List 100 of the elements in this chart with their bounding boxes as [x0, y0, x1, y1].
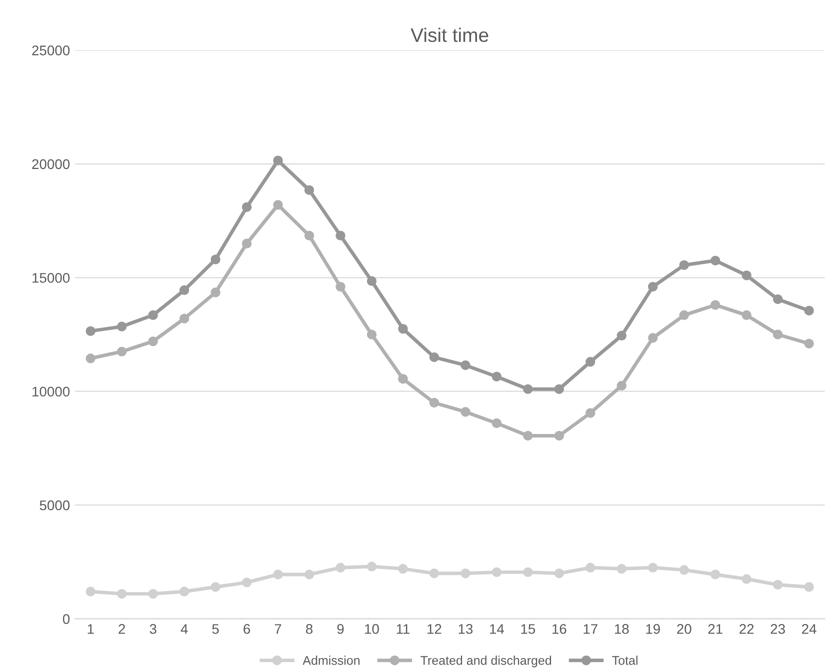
- point: [710, 300, 720, 310]
- y-tick-label: 5000: [40, 500, 70, 510]
- point: [398, 564, 408, 574]
- point: [242, 202, 252, 212]
- point: [492, 418, 502, 428]
- point: [242, 238, 252, 248]
- point: [86, 354, 96, 364]
- legend-label: Total: [612, 656, 638, 665]
- legend-label: Admission: [302, 656, 360, 665]
- point: [648, 282, 658, 292]
- x-tick-label: 8: [306, 624, 313, 634]
- point: [710, 256, 720, 266]
- point: [179, 586, 190, 596]
- x-tick-label: 20: [677, 624, 692, 634]
- x-tick-label: 14: [490, 624, 504, 634]
- point: [523, 430, 533, 441]
- point: [679, 260, 689, 270]
- point: [398, 374, 408, 384]
- chart-title: Visit time: [410, 28, 488, 42]
- point: [148, 310, 158, 320]
- x-tick-label: 4: [180, 624, 188, 634]
- point: [179, 314, 190, 324]
- point: [616, 564, 626, 574]
- point: [648, 562, 658, 573]
- point: [772, 330, 783, 340]
- point: [554, 430, 564, 441]
- point: [804, 306, 814, 316]
- y-tick-label: 15000: [32, 272, 70, 283]
- point: [210, 254, 220, 264]
- x-tick-label: 12: [428, 624, 442, 634]
- point: [336, 230, 346, 240]
- point: [366, 276, 377, 286]
- point: [742, 310, 752, 320]
- point: [179, 285, 190, 296]
- point: [492, 372, 502, 382]
- point: [304, 185, 314, 195]
- x-tick-label: 11: [396, 624, 410, 634]
- point: [273, 200, 283, 210]
- point: [210, 582, 220, 592]
- point: [460, 360, 470, 370]
- x-tick-label: 23: [770, 624, 785, 634]
- x-tick-label: 5: [212, 624, 219, 634]
- point: [429, 568, 440, 578]
- point: [86, 326, 96, 336]
- point: [116, 588, 127, 599]
- x-tick-label: 10: [365, 624, 379, 634]
- x-tick-label: 13: [458, 624, 473, 634]
- point: [304, 570, 314, 580]
- x-tick-label: 22: [740, 624, 754, 634]
- point: [336, 282, 346, 292]
- y-tick-label: 10000: [32, 386, 70, 397]
- x-tick-label: 18: [614, 624, 629, 634]
- point: [398, 324, 408, 334]
- point: [772, 294, 783, 304]
- point: [616, 330, 626, 340]
- y-tick-label: 25000: [32, 46, 70, 56]
- x-tick-label: 19: [646, 624, 660, 634]
- y-tick-label: 20000: [32, 159, 70, 170]
- point: [366, 562, 377, 572]
- x-tick-label: 21: [708, 624, 722, 634]
- point: [304, 230, 314, 240]
- point: [460, 406, 470, 417]
- x-tick-label: 7: [274, 624, 282, 634]
- x-tick-label: 1: [88, 624, 94, 634]
- point: [710, 570, 720, 580]
- point: [772, 580, 783, 590]
- x-tick-label: 9: [337, 624, 344, 634]
- point: [273, 570, 283, 580]
- legend-label: Treated and discharged: [420, 656, 552, 668]
- point: [273, 156, 283, 166]
- point: [148, 336, 158, 346]
- point: [429, 352, 440, 362]
- point: [804, 582, 814, 592]
- point: [523, 384, 533, 394]
- point: [742, 574, 752, 584]
- point: [586, 408, 596, 418]
- x-tick-label: 3: [150, 624, 156, 634]
- point: [86, 586, 96, 596]
- point: [679, 310, 689, 320]
- point: [148, 588, 158, 599]
- x-tick-label: 2: [118, 624, 125, 634]
- point: [616, 380, 626, 391]
- point: [554, 384, 564, 394]
- x-tick-label: 15: [521, 624, 536, 634]
- point: [210, 288, 220, 298]
- point: [366, 330, 377, 340]
- point: [804, 338, 814, 348]
- point: [242, 578, 252, 588]
- x-tick-label: 24: [802, 624, 816, 634]
- x-tick-label: 16: [552, 624, 566, 634]
- point: [429, 398, 440, 408]
- x-tick-label: 17: [584, 624, 598, 634]
- point: [554, 568, 564, 578]
- point: [336, 562, 346, 573]
- point: [586, 356, 596, 367]
- y-tick-label: 0: [62, 614, 70, 624]
- point: [586, 562, 596, 573]
- point: [460, 568, 470, 578]
- point: [648, 333, 658, 343]
- point: [116, 346, 127, 356]
